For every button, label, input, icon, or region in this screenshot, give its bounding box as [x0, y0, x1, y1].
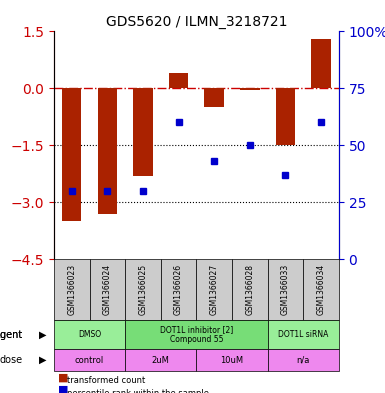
- Bar: [97, 88, 117, 213]
- Text: DMSO: DMSO: [78, 330, 101, 339]
- Text: 2uM: 2uM: [152, 356, 170, 365]
- Text: agent: agent: [0, 330, 23, 340]
- Text: control: control: [75, 356, 104, 365]
- Text: GSM1366033: GSM1366033: [281, 264, 290, 315]
- Text: GSM1366024: GSM1366024: [103, 264, 112, 315]
- Text: GSM1366025: GSM1366025: [139, 264, 147, 315]
- Text: percentile rank within the sample: percentile rank within the sample: [67, 389, 209, 393]
- Bar: [311, 39, 331, 88]
- Text: dose: dose: [0, 355, 23, 365]
- Text: DOT1L inhibitor [2]
Compound 55: DOT1L inhibitor [2] Compound 55: [160, 325, 233, 344]
- Text: ▶: ▶: [39, 330, 46, 340]
- Bar: [204, 88, 224, 107]
- Bar: [133, 88, 153, 176]
- Text: n/a: n/a: [296, 356, 310, 365]
- Text: ■: ■: [58, 385, 68, 393]
- Text: GSM1366034: GSM1366034: [316, 264, 325, 315]
- Text: ▶: ▶: [39, 355, 46, 365]
- Text: GSM1366027: GSM1366027: [210, 264, 219, 315]
- Bar: [276, 88, 295, 145]
- Text: GSM1366026: GSM1366026: [174, 264, 183, 315]
- Text: GSM1366023: GSM1366023: [67, 264, 76, 315]
- Text: DOT1L siRNA: DOT1L siRNA: [278, 330, 328, 339]
- Title: GDS5620 / ILMN_3218721: GDS5620 / ILMN_3218721: [105, 15, 287, 29]
- Bar: [240, 88, 259, 90]
- Text: agent: agent: [0, 330, 23, 340]
- Text: 10uM: 10uM: [220, 356, 244, 365]
- Text: GSM1366028: GSM1366028: [245, 264, 254, 315]
- Bar: [169, 73, 188, 88]
- Bar: [62, 88, 82, 221]
- Text: transformed count: transformed count: [67, 376, 146, 385]
- Text: ■: ■: [58, 373, 68, 383]
